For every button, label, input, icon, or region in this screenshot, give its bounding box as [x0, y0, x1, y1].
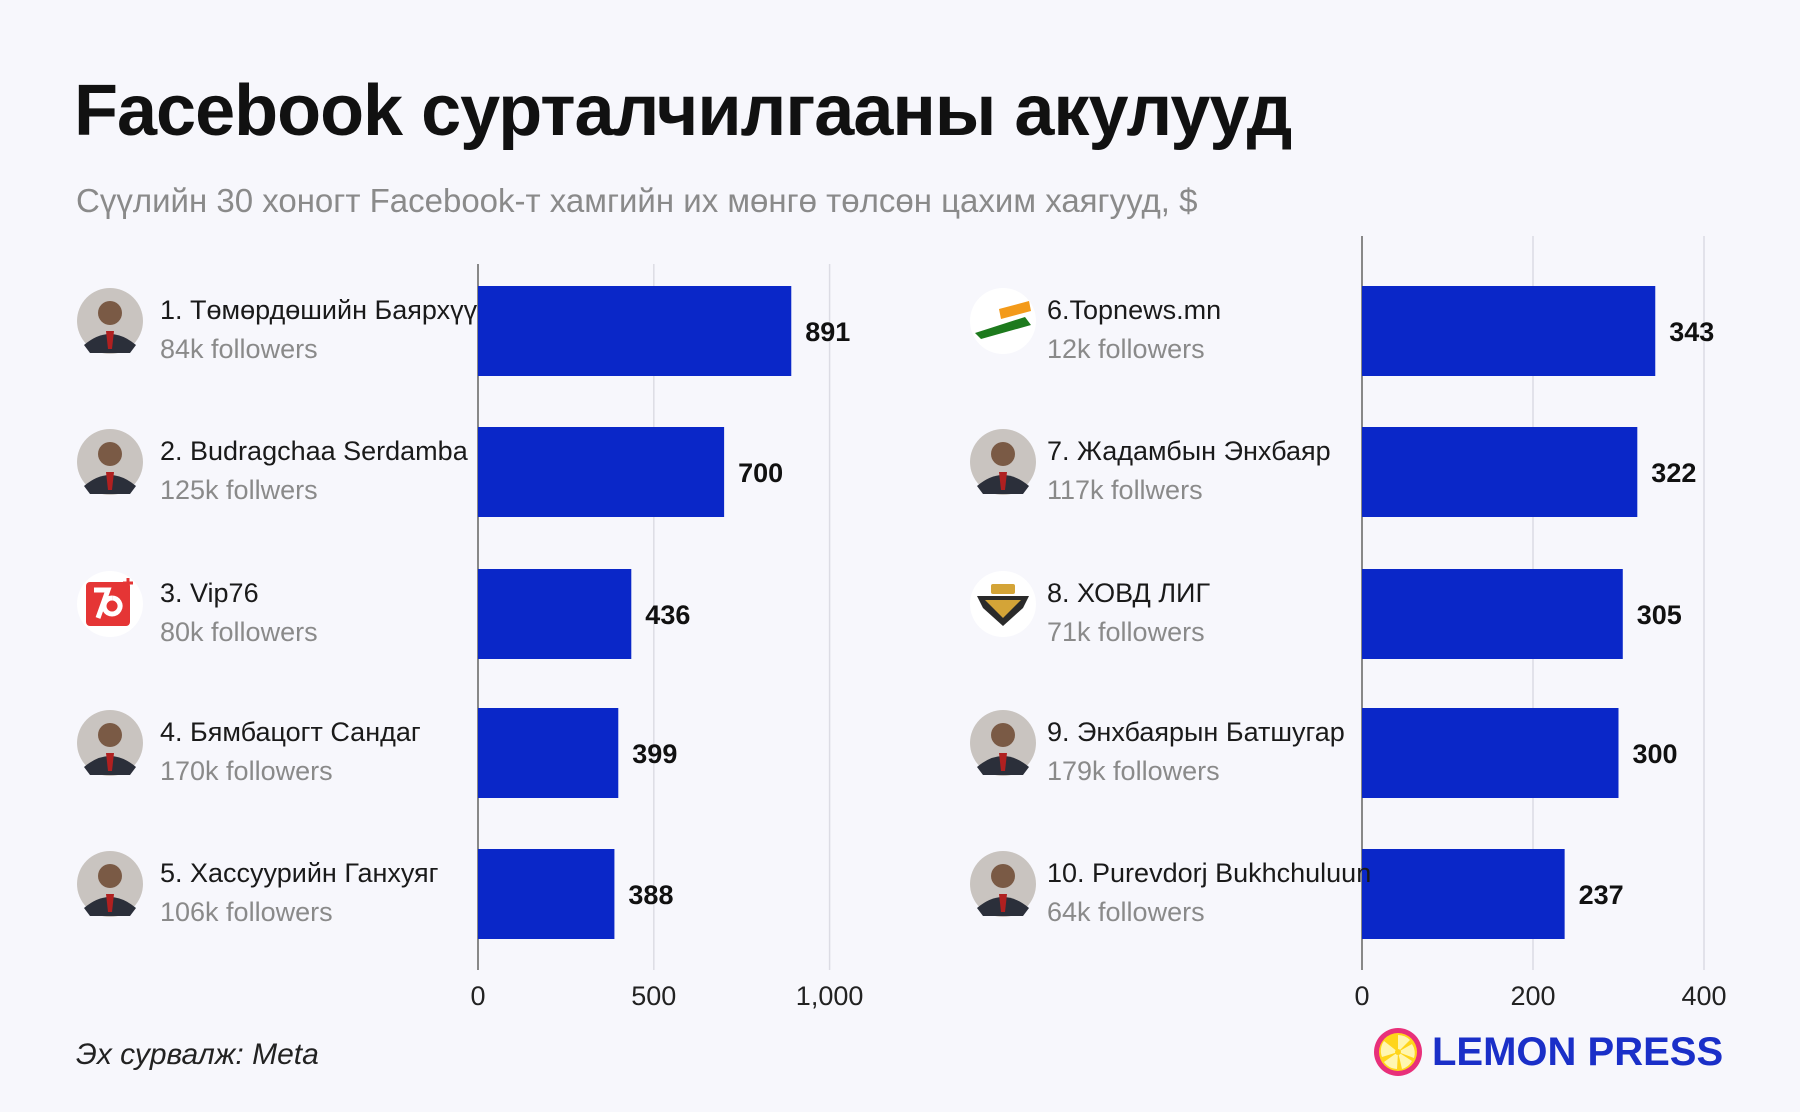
x-tick-label: 1,000 [796, 981, 864, 1011]
value-label: 436 [645, 600, 690, 630]
category-label: 10. Purevdorj Bukhchuluun [1047, 858, 1371, 888]
value-label: 300 [1633, 739, 1678, 769]
chart-panel-1: 0 500 1,000 891 1. Төмөрдөшийн Баярхүү 84k fo… [77, 264, 863, 1011]
value-label: 399 [632, 739, 677, 769]
bar [478, 427, 725, 517]
topnews-logo-icon [970, 288, 1036, 354]
bar [1362, 286, 1656, 376]
vip76-logo-icon [77, 571, 143, 637]
x-tick-label: 400 [1681, 981, 1726, 1011]
avatar-icon [970, 710, 1036, 776]
bar [478, 849, 615, 939]
bar [478, 708, 619, 798]
value-label: 237 [1579, 880, 1624, 910]
avatar-icon [77, 851, 143, 917]
avatar-icon [77, 429, 143, 495]
followers-label: 125k follwers [160, 475, 318, 505]
lemon-icon [1374, 1028, 1422, 1076]
followers-label: 117k follwers [1047, 475, 1203, 505]
followers-label: 170k followers [160, 756, 333, 786]
avatar-icon [77, 710, 143, 776]
brand-name: LEMON PRESS [1432, 1029, 1724, 1074]
category-label: 6.Topnews.mn [1047, 295, 1221, 325]
bar [478, 569, 632, 659]
chart-panel-2: 0 200 400 343 6.Topnews.mn 12k followers 322 7.… [970, 236, 1727, 1011]
bar [1362, 569, 1623, 659]
category-label: 4. Бямбацогт Сандаг [160, 717, 421, 747]
chart-subtitle: Сүүлийн 30 хоногт Facebook-т хамгийн их … [76, 182, 1198, 219]
value-label: 700 [738, 458, 783, 488]
bar [478, 286, 792, 376]
value-label: 305 [1637, 600, 1682, 630]
category-label: 8. ХОВД ЛИГ [1047, 578, 1210, 608]
followers-label: 71k followers [1047, 617, 1205, 647]
category-label: 9. Энхбаярын Батшугар [1047, 717, 1345, 747]
avatar-icon [970, 429, 1036, 495]
bar [1362, 708, 1619, 798]
x-tick-label: 500 [631, 981, 676, 1011]
followers-label: 84k followers [160, 334, 318, 364]
value-label: 891 [805, 317, 850, 347]
followers-label: 64k followers [1047, 897, 1205, 927]
value-label: 343 [1669, 317, 1714, 347]
x-tick-label: 200 [1510, 981, 1555, 1011]
avatar-icon [77, 288, 143, 354]
category-label: 2. Budragchaa Serdamba [160, 436, 469, 466]
chart-title: Facebook сурталчилгааны акулууд [74, 71, 1292, 151]
followers-label: 80k followers [160, 617, 318, 647]
hovd-lig-logo-icon [970, 571, 1036, 637]
bar [1362, 849, 1565, 939]
source-note: Эх сурвалж: Meta [76, 1038, 319, 1071]
followers-label: 106k followers [160, 897, 333, 927]
x-tick-label: 0 [1354, 981, 1369, 1011]
brand-logo: LEMON PRESS [1372, 1022, 1723, 1082]
value-label: 388 [628, 880, 673, 910]
category-label: 3. Vip76 [160, 578, 259, 608]
followers-label: 179k followers [1047, 756, 1220, 786]
category-label: 7. Жадамбын Энхбаяр [1047, 436, 1331, 466]
value-label: 322 [1651, 458, 1696, 488]
x-tick-label: 0 [470, 981, 485, 1011]
category-label: 5. Хассуурийн Ганхуяг [160, 858, 439, 888]
followers-label: 12k followers [1047, 334, 1205, 364]
category-label: 1. Төмөрдөшийн Баярхүү [160, 295, 478, 325]
avatar-icon [970, 851, 1036, 917]
bar [1362, 427, 1638, 517]
